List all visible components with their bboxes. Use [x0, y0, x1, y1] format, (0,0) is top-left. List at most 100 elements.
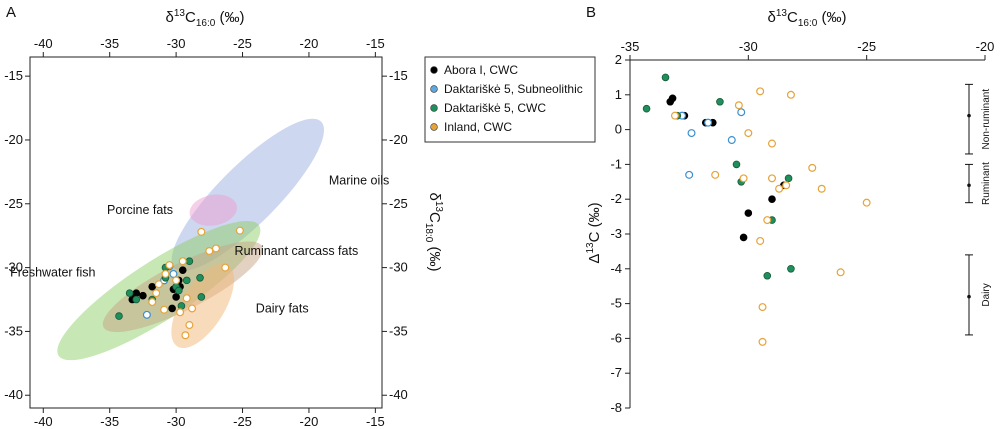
- range-mean-ruminant: [967, 183, 971, 188]
- x-tick-label: -20: [976, 39, 995, 54]
- panel-b-point-inland-cwc: [734, 101, 743, 110]
- x-tick-label-top: -15: [366, 36, 385, 51]
- y-tick-label-left: -20: [4, 132, 23, 147]
- legend-box: [424, 56, 596, 143]
- panel-b-point-daktari-k-5-subneolithic: [685, 170, 694, 179]
- panel-b-point-daktari-k-5-cwc: [642, 104, 651, 113]
- panel-b-point-inland-cwc: [817, 184, 826, 193]
- panel-a-point-daktari-k-5-cwc: [185, 257, 194, 266]
- panel-b-point-daktari-k-5-cwc: [716, 97, 724, 106]
- y-tick-label-right: -15: [389, 68, 408, 83]
- y-tick-label: -1: [610, 156, 622, 171]
- y-tick-label-right: -40: [389, 387, 408, 402]
- panel-b-point-inland-cwc: [767, 174, 776, 183]
- panel-b-point-inland-cwc: [836, 268, 845, 277]
- x-tick-label-bottom: -30: [167, 414, 186, 429]
- panel-a-point-inland-cwc: [152, 289, 161, 298]
- x-tick-label-top: -30: [167, 36, 186, 51]
- panel-a-regions: [57, 118, 324, 361]
- panel-b-point-daktari-k-5-cwc: [661, 73, 670, 82]
- legend-marker-inland-cwc: [430, 123, 438, 131]
- panel-b-y-axis-title: Δ13C (‰): [585, 202, 603, 263]
- panel-a-point-inland-cwc: [221, 263, 230, 272]
- panel-a-point-abora-i-cwc: [178, 266, 187, 274]
- x-tick-label-top: -40: [34, 36, 53, 51]
- panel-a-point-daktari-k-5-cwc: [197, 293, 206, 301]
- y-tick-label: 1: [615, 87, 622, 102]
- y-tick-label: -4: [610, 261, 622, 276]
- panel-b-x-ticks: -35 -30 -25 -20: [621, 39, 995, 60]
- x-tick-label-top: -35: [100, 36, 119, 51]
- panel-b-letter: B: [586, 4, 596, 21]
- panel-b-point-inland-cwc: [862, 198, 871, 207]
- range-mean-non-ruminant: [967, 113, 971, 118]
- region-label-porcine-fats: Porcine fats: [107, 203, 173, 217]
- panel-b-point-daktari-k-5-cwc: [763, 271, 772, 280]
- panel-a-point-inland-cwc: [165, 261, 174, 270]
- range-label-non-ruminant: Non-ruminant: [981, 89, 992, 150]
- panel-b-y-ticks: 2 1 0 -1 -2 -3 -4 -5 -6 -7 -8: [610, 52, 630, 415]
- range-label-ruminant: Ruminant: [981, 162, 992, 205]
- panel-b-point-abora-i-cwc: [666, 97, 675, 106]
- y-tick-label-right: -25: [389, 196, 408, 211]
- panel-b-point-inland-cwc: [758, 303, 767, 312]
- panel-b-point-inland-cwc: [808, 163, 817, 172]
- panel-b-point-abora-i-cwc: [768, 195, 776, 204]
- panel-a-point-inland-cwc: [205, 247, 214, 256]
- panel-a-point-inland-cwc: [176, 308, 185, 317]
- legend-marker-abora-i-cwc: [430, 66, 438, 74]
- legend-label-inland-cwc: Inland, CWC: [444, 120, 512, 134]
- panel-b-point-inland-cwc: [758, 337, 767, 346]
- range-label-dairy: Dairy: [981, 283, 992, 306]
- legend-label-abora-i-cwc: Abora I, CWC: [444, 63, 518, 77]
- x-tick-label-bottom: -25: [233, 414, 252, 429]
- panel-a-point-abora-i-cwc: [168, 304, 176, 313]
- panel-a-point-inland-cwc: [154, 280, 163, 289]
- y-tick-label: -7: [610, 365, 622, 380]
- legend-label-daktari-k-5-subneolithic: Daktariškė 5, Subneolithic: [444, 82, 583, 96]
- panel-a-point-daktari-k-5-cwc: [182, 276, 191, 285]
- y-tick-label-left: -25: [4, 196, 23, 211]
- panel-a-point-daktari-k-5-subneolithic: [142, 310, 151, 319]
- panel-a-point-inland-cwc: [211, 244, 220, 253]
- panel-a-plot-frame: [29, 56, 383, 409]
- panel-a-point-daktari-k-5-cwc: [177, 302, 186, 310]
- panel-a-point-daktari-k-5-subneolithic: [169, 269, 178, 278]
- range-mean-dairy: [967, 294, 971, 299]
- panel-a-point-abora-i-cwc: [172, 293, 180, 301]
- panel-a-point-inland-cwc: [235, 226, 244, 235]
- panel-a-point-inland-cwc: [172, 276, 181, 285]
- legend: Abora I, CWC Daktariškė 5, Subneolithic Da…: [424, 56, 596, 143]
- panel-b-point-inland-cwc: [744, 129, 753, 138]
- panel-a-point-inland-cwc: [148, 298, 157, 307]
- region-label-ruminant-carcass-fats: Ruminant carcass fats: [235, 244, 359, 258]
- panel-b-point-abora-i-cwc: [744, 209, 753, 217]
- panel-b-point-daktari-k-5-subneolithic: [737, 108, 746, 117]
- x-tick-label-top: -25: [233, 36, 252, 51]
- y-tick-label: -2: [610, 191, 622, 206]
- y-tick-label-left: -15: [4, 68, 23, 83]
- panel-a-x-axis-title: δ13C16:0 (‰): [166, 8, 245, 29]
- panel-a-point-daktari-k-5-cwc: [196, 274, 204, 282]
- legend-items: Abora I, CWC Daktariškė 5, Subneolithic Da…: [430, 63, 583, 134]
- panel-a-letter: A: [6, 4, 16, 21]
- panel-a-point-inland-cwc: [160, 305, 169, 314]
- panel-b-point-daktari-k-5-subneolithic: [727, 136, 736, 145]
- x-tick-label-bottom: -15: [366, 414, 385, 429]
- x-tick-label: -30: [739, 39, 758, 54]
- panel-b-point-daktari-k-5-cwc: [732, 160, 741, 169]
- panel-b-point-inland-cwc: [711, 170, 720, 179]
- panel-b-point-daktari-k-5-subneolithic: [687, 129, 696, 138]
- panel-b-x-axis-title: δ13C16:0 (‰): [768, 8, 847, 29]
- y-tick-label-right: -35: [389, 323, 408, 338]
- panel-a-point-inland-cwc: [178, 257, 187, 266]
- panel-a-point-inland-cwc: [185, 321, 194, 330]
- region-porcine-fats: [189, 194, 238, 226]
- y-tick-label-left: -30: [4, 260, 23, 275]
- panel-a-point-daktari-k-5-cwc: [125, 289, 134, 297]
- region-label-freshwater-fish: Freshwater fish: [10, 266, 95, 280]
- legend-label-daktari-k-5-cwc: Daktariškė 5, CWC: [444, 101, 546, 115]
- panel-a-point-inland-cwc: [182, 294, 191, 303]
- panel-b-point-inland-cwc: [763, 216, 772, 225]
